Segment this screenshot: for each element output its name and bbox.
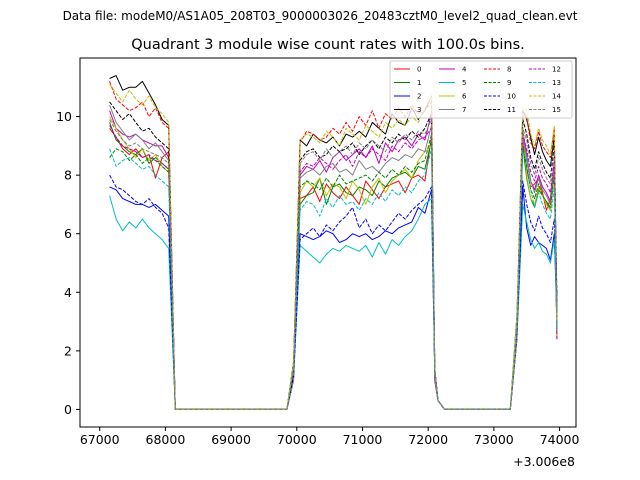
- legend-label-7: 7: [462, 106, 466, 114]
- x-tick-label: 74000: [540, 432, 580, 447]
- legend-label-15: 15: [552, 106, 561, 114]
- x-tick-label: 72000: [408, 432, 448, 447]
- x-offset-label: +3.006e8: [513, 454, 575, 469]
- legend-label-9: 9: [507, 79, 511, 87]
- y-tick-label: 10: [56, 109, 72, 124]
- x-tick-label: 73000: [474, 432, 514, 447]
- plot-area: [109, 75, 558, 410]
- series-lines: [109, 75, 558, 410]
- legend-label-11: 11: [507, 106, 516, 114]
- legend-label-10: 10: [507, 93, 516, 101]
- x-tick-label: 71000: [343, 432, 383, 447]
- chart-title: Quadrant 3 module wise count rates with …: [131, 37, 525, 53]
- legend-label-3: 3: [417, 106, 421, 114]
- x-tick-label: 70000: [277, 432, 317, 447]
- y-tick-label: 2: [64, 343, 72, 358]
- y-tick-label: 4: [64, 285, 72, 300]
- figure-suptitle: Data file: modeM0/AS1A05_208T03_90000030…: [63, 9, 578, 23]
- x-tick-label: 69000: [211, 432, 251, 447]
- series-line-15: [109, 119, 558, 410]
- legend-label-6: 6: [462, 93, 467, 101]
- legend-label-0: 0: [417, 66, 421, 74]
- y-tick-label: 8: [64, 168, 72, 183]
- legend-label-4: 4: [462, 66, 467, 74]
- x-tick-label: 67000: [80, 432, 120, 447]
- y-tick-label: 0: [64, 402, 72, 417]
- legend-label-14: 14: [552, 93, 561, 101]
- legend-box: [389, 60, 573, 119]
- x-tick-label: 68000: [146, 432, 186, 447]
- legend-label-12: 12: [552, 66, 561, 74]
- y-tick-label: 6: [64, 226, 72, 241]
- legend-label-8: 8: [507, 66, 511, 74]
- axes-frame: [79, 57, 577, 428]
- legend-label-1: 1: [417, 79, 421, 87]
- legend-label-13: 13: [552, 79, 561, 87]
- legend-label-5: 5: [462, 79, 466, 87]
- legend-label-2: 2: [417, 93, 421, 101]
- axes: 67000 68000 69000 70000 71000 72000 73000 74000…: [56, 57, 580, 447]
